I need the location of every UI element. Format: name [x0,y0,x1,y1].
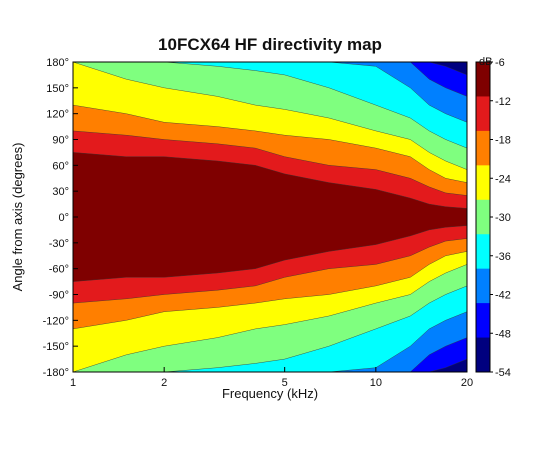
colorbar-segment [476,337,490,373]
y-tick-label: 90° [52,135,69,147]
colorbar-segment [476,303,490,339]
x-tick-label: 5 [282,377,288,389]
colorbar-segment [476,130,490,166]
x-tick-label: 20 [461,377,473,389]
colorbar-segment [476,234,490,270]
colorbar: -6 -12 -18 -24 -30 -36 -42 -48 -54 [475,57,511,379]
colorbar-tick-label: -30 [495,212,511,224]
colorbar-segment [476,165,490,201]
y-tick-label: 180° [46,57,69,69]
y-tick-label: 120° [46,109,69,121]
y-tick-label: -120° [43,315,69,327]
y-tick-label: 150° [46,83,69,95]
x-tick-label: 1 [70,377,76,389]
colorbar-tick-label: -6 [495,57,505,69]
y-tick-label: -30° [49,238,69,250]
colorbar-tick-label: -12 [495,96,511,108]
y-tick-label: 60° [52,160,69,172]
colorbar-label: dB [479,56,492,68]
colorbar-tick-label: -42 [495,290,511,302]
x-tick-label: 10 [370,377,382,389]
y-tick-label: 0° [58,212,69,224]
y-axis: 180° 150° 120° 90° 60° 30° 0° -30° -60° -90° -120°… [43,57,78,379]
colorbar-segment [476,199,490,235]
y-tick-label: -90° [49,290,69,302]
colorbar-tick-label: -36 [495,251,511,263]
colorbar-segment [476,62,490,97]
plot-area [72,61,468,373]
colorbar-segment [476,96,490,132]
x-axis: 1 2 5 10 20 [70,367,473,389]
x-axis-label: Frequency (kHz) [222,386,318,401]
y-tick-label: -60° [49,264,69,276]
x-tick-label: 2 [161,377,167,389]
colorbar-tick-label: -54 [495,367,511,379]
colorbar-segment [476,268,490,304]
y-axis-label: Angle from axis (degrees) [10,143,25,292]
colorbar-tick-label: -24 [495,173,511,185]
colorbar-tick-label: -48 [495,328,511,340]
y-tick-label: 30° [52,186,69,198]
colorbar-tick-label: -18 [495,135,511,147]
y-tick-label: -180° [43,367,69,379]
chart-title: 10FCX64 HF directivity map [158,35,382,54]
y-tick-label: -150° [43,341,69,353]
